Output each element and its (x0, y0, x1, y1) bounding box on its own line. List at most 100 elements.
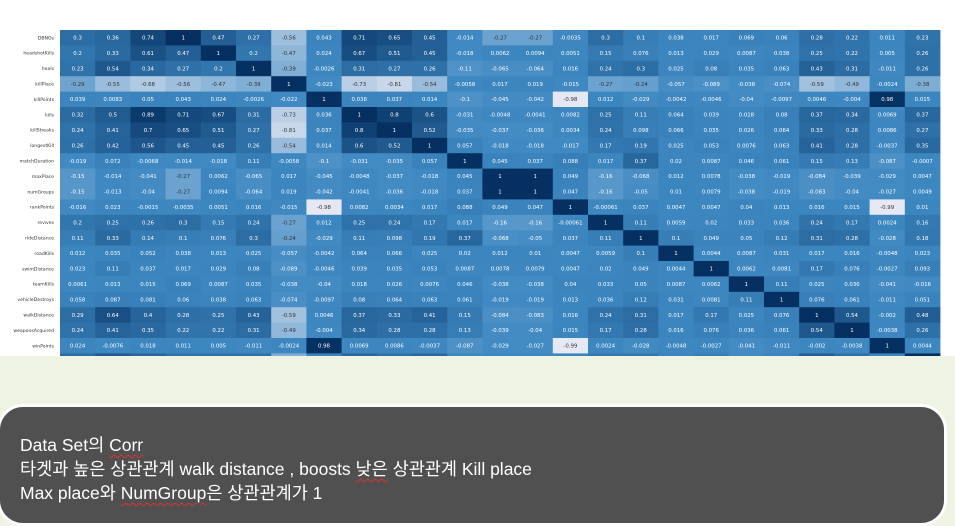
cell-value-label: 0.088 (563, 159, 579, 165)
caption-line-3-d: 은 상관관계가 1 (206, 483, 323, 503)
heatmap-cell (693, 184, 730, 200)
heatmap-cell (271, 91, 307, 108)
heatmap-cell (447, 30, 483, 46)
heatmap-cell (693, 91, 730, 108)
heatmap-cell (306, 307, 342, 323)
cell-value-label: 0.41 (811, 143, 823, 149)
cell-value-label: 1 (533, 174, 536, 180)
cell-value-label: 0.52 (388, 143, 400, 149)
heatmap-cell (728, 245, 765, 262)
heatmap-cell (447, 137, 483, 154)
cell-value-label: 0.24 (600, 66, 613, 72)
heatmap-cell (904, 76, 941, 92)
cell-value-label: 0.0061 (68, 282, 87, 288)
heatmap-cell (588, 353, 624, 356)
heatmap-cell (60, 76, 96, 92)
cell-value-label: 0.45 (177, 143, 189, 149)
cell-value-label: -0.029 (491, 344, 509, 350)
heatmap-cell (130, 230, 166, 246)
cell-value-label: -0.0076 (102, 344, 123, 350)
cell-value-label: 0.54 (846, 313, 859, 319)
cell-value-label: 0.28 (177, 313, 190, 319)
cell-value-label: 0.47 (212, 36, 224, 42)
cell-value-label: -0.24 (634, 82, 649, 88)
heatmap-cell (588, 322, 624, 339)
cell-value-label: 0.31 (846, 66, 858, 72)
cell-value-label: 0.0034 (385, 205, 404, 211)
cell-value-label: 0.37 (353, 313, 365, 319)
cell-value-label: -0.014 (175, 159, 193, 165)
heatmap-cell (130, 122, 166, 139)
heatmap-cell (834, 184, 870, 200)
heatmap-cell (376, 276, 413, 293)
heatmap-cell (306, 199, 342, 216)
heatmap-cell (60, 338, 96, 354)
heatmap-cell (552, 76, 589, 92)
cell-value-label: -0.04 (739, 97, 754, 103)
cell-value-label: 0.016 (809, 205, 825, 211)
cell-value-label: 0.28 (811, 36, 824, 42)
heatmap-cell (588, 276, 624, 293)
cell-value-label: 0.012 (492, 251, 507, 257)
cell-value-label: -0.019 (491, 297, 509, 303)
cell-value-label: 0.0087 (737, 251, 756, 257)
heatmap-cell (376, 322, 413, 339)
heatmap-cell (693, 122, 730, 139)
cell-value-label: 0.039 (703, 113, 719, 119)
heatmap-cell (623, 76, 659, 92)
row-label: vehicleDestroys (17, 297, 54, 303)
heatmap-cell (95, 291, 131, 308)
cell-value-label: 0.017 (422, 205, 437, 211)
cell-value-label: -0.027 (879, 190, 896, 196)
heatmap-cell (834, 76, 870, 92)
heatmap-cell (623, 153, 659, 169)
cell-value-label: 0.053 (703, 143, 718, 149)
heatmap-cell (236, 245, 272, 262)
cell-value-label: 0.24 (248, 220, 261, 226)
heatmap-cell (447, 353, 483, 356)
heatmap-cell (306, 30, 342, 46)
heatmap-cell (588, 30, 624, 46)
heatmap-cell (552, 261, 589, 277)
heatmap-cell (834, 261, 870, 277)
heatmap-cell (623, 261, 659, 277)
heatmap-cell (552, 307, 589, 323)
cell-value-label: -0.029 (632, 97, 650, 103)
heatmap-cell (552, 153, 589, 169)
heatmap-cell (834, 91, 870, 108)
cell-value-label: 0.012 (70, 251, 85, 257)
heatmap-cell (412, 91, 448, 108)
cell-value-label: -0.016 (914, 282, 932, 288)
row-label: killPoints (34, 97, 55, 103)
heatmap-cell (623, 353, 659, 356)
heatmap-cell (376, 214, 413, 231)
cell-value-label: 0.1 (637, 251, 646, 257)
cell-value-label: -0.035 (456, 128, 473, 134)
cell-value-label: 0.072 (105, 159, 120, 165)
cell-value-label: 1 (709, 267, 712, 273)
heatmap-cell (130, 107, 166, 123)
cell-value-label: 1 (533, 190, 536, 196)
heatmap-cell (623, 322, 659, 339)
heatmap-cell (341, 291, 378, 308)
cell-value-label: 0.063 (774, 143, 789, 149)
cell-value-label: 0.42 (107, 143, 119, 149)
heatmap-cell (517, 76, 554, 92)
cell-value-label: -0.041 (738, 344, 755, 350)
row-label: matchDuration (20, 159, 55, 165)
cell-value-label: -0.0038 (877, 328, 898, 334)
heatmap-cell (834, 199, 870, 216)
heatmap-cell (658, 322, 694, 339)
heatmap-cell (200, 307, 237, 323)
heatmap-cell (764, 91, 800, 108)
heatmap-cell (693, 60, 730, 77)
cell-value-label: -0.002 (808, 344, 825, 350)
heatmap-cell (412, 60, 448, 77)
heatmap-cell (130, 199, 166, 216)
cell-value-label: 0.016 (246, 205, 262, 211)
cell-value-label: 0.12 (635, 297, 647, 303)
heatmap-cell (517, 122, 554, 139)
cell-value-label: 0.017 (175, 267, 190, 273)
cell-value-label: -0.05 (634, 190, 648, 196)
heatmap-cell (764, 184, 800, 200)
